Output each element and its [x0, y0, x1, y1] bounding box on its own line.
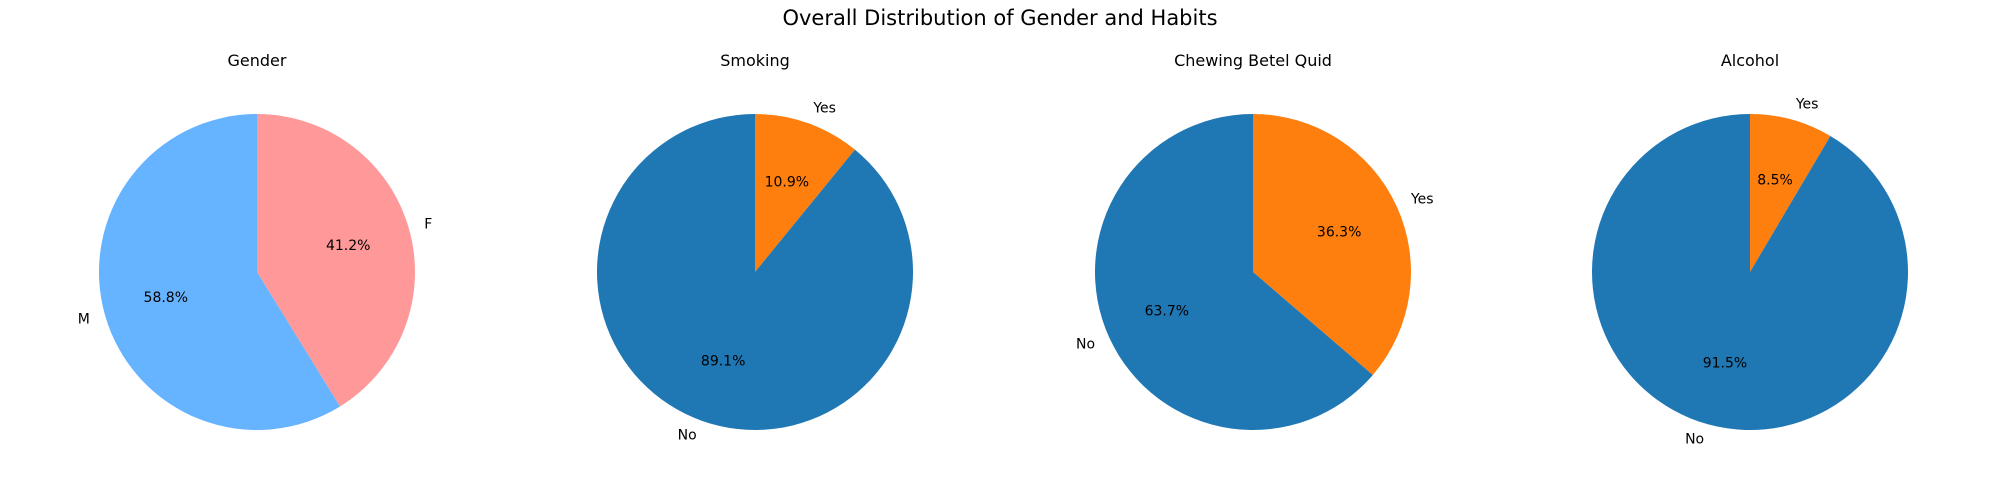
pie-title-chewing-betel-quid: Chewing Betel Quid [1174, 51, 1332, 70]
pie-title-gender: Gender [228, 51, 287, 70]
pct-label-gender-m: 58.8% [144, 290, 188, 306]
pie-slice-smoking-yes [755, 114, 855, 272]
slice-label-chewing-betel-quid-no: No [1076, 337, 1095, 353]
slice-label-alcohol-no: No [1685, 432, 1704, 448]
pct-label-smoking-yes: 10.9% [765, 175, 809, 191]
pie-title-alcohol: Alcohol [1721, 51, 1779, 70]
pie-slice-alcohol-no [1592, 114, 1909, 430]
pie-chart-chewing-betel-quid: Chewing Betel Quid Yes 36.3% No 63.7% [1076, 51, 1434, 430]
pie-slice-chewing-betel-quid-yes [1253, 114, 1412, 375]
pct-label-alcohol-yes: 8.5% [1757, 173, 1793, 189]
pie-title-smoking: Smoking [720, 51, 790, 70]
slice-label-smoking-no: No [678, 428, 697, 444]
pie-slice-alcohol-yes [1750, 114, 1831, 272]
pct-label-alcohol-no: 91.5% [1703, 355, 1747, 371]
pct-label-chewing-betel-quid-no: 63.7% [1145, 304, 1189, 320]
pie-slice-gender-m [99, 114, 340, 430]
slice-label-chewing-betel-quid-yes: Yes [1410, 191, 1434, 207]
pie-slice-chewing-betel-quid-no [1095, 114, 1373, 430]
pie-slice-gender-f [257, 114, 416, 407]
pct-label-gender-f: 41.2% [326, 238, 370, 254]
pct-label-chewing-betel-quid-yes: 36.3% [1317, 224, 1361, 240]
pie-chart-alcohol: Alcohol Yes 8.5% No 91.5% [1592, 51, 1909, 448]
pct-label-smoking-no: 89.1% [701, 353, 745, 369]
pie-slice-smoking-no [597, 114, 914, 430]
slice-label-smoking-yes: Yes [812, 100, 836, 116]
figure-title: Overall Distribution of Gender and Habit… [782, 6, 1218, 30]
slice-label-gender-m: M [78, 311, 90, 327]
slice-label-gender-f: F [424, 217, 432, 233]
pie-chart-gender: Gender F 41.2% M 58.8% [78, 51, 432, 430]
slice-label-alcohol-yes: Yes [1795, 96, 1819, 112]
pie-chart-smoking: Smoking Yes 10.9% No 89.1% [597, 51, 914, 444]
